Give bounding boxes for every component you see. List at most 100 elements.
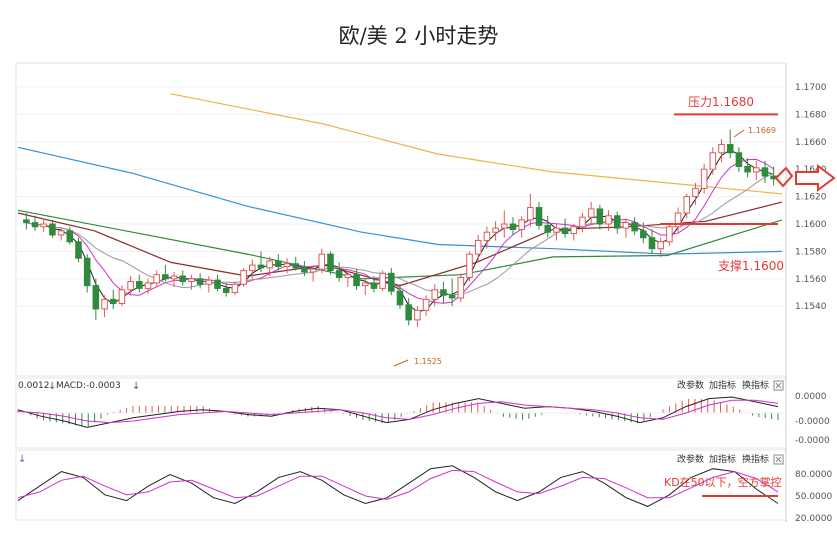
- macd-close-button[interactable]: [773, 380, 784, 391]
- kd-params-button[interactable]: 改参数: [677, 453, 704, 465]
- candle-body: [648, 237, 656, 250]
- candle-body: [101, 298, 108, 310]
- candle-body: [544, 224, 552, 233]
- candle-body: [596, 208, 604, 225]
- candle-body: [570, 226, 578, 235]
- candle-body: [153, 274, 160, 284]
- macd-line: [17, 396, 779, 428]
- candle-body: [144, 282, 152, 289]
- candle-body: [640, 230, 647, 239]
- candle-body: [666, 226, 673, 243]
- macd-signal-line: [17, 399, 779, 424]
- candle-body: [709, 152, 717, 170]
- candle-body: [292, 263, 300, 269]
- y-tick-label: 1.1600: [795, 220, 827, 230]
- macd-header-label: MACD:-0.0003: [56, 381, 121, 391]
- candle-body: [561, 227, 569, 235]
- low-marker-label: 1.1525: [414, 357, 442, 366]
- candle-body: [196, 278, 204, 285]
- kd-y-tick: 20.0000: [795, 514, 832, 524]
- support-label: 支撑1.1600: [718, 258, 784, 273]
- candle-body: [118, 289, 126, 304]
- macd-add-indicator-button[interactable]: 加指标: [709, 379, 736, 391]
- y-tick-label: 1.1680: [795, 110, 827, 120]
- candle-body: [266, 260, 273, 269]
- candle-body: [500, 223, 508, 229]
- macd-y-tick: -0.0000: [795, 417, 830, 427]
- short-moving-average-line: [26, 172, 774, 296]
- candle-body: [396, 290, 404, 306]
- y-tick-label: 1.1660: [795, 138, 827, 148]
- y-tick-label: 1.1620: [795, 193, 827, 203]
- main-y-axis: 1.1700 1.1680 1.1660 1.1640 1.1620 1.1600 1.15…: [795, 83, 827, 312]
- candle-body: [214, 279, 221, 289]
- candle-body: [414, 309, 421, 321]
- candle-body: [631, 222, 638, 232]
- candle-body: [535, 207, 543, 226]
- candle-body: [361, 282, 369, 287]
- candle-body: [353, 274, 360, 287]
- candle-body: [527, 207, 534, 221]
- candle-body: [587, 208, 595, 218]
- candle-body: [613, 215, 621, 229]
- candle-body: [136, 281, 143, 289]
- resistance-label: 压力1.1680: [688, 95, 754, 109]
- candle-body: [492, 227, 499, 233]
- candle-body: [622, 222, 630, 229]
- candle-body: [718, 144, 725, 154]
- candle-body: [188, 278, 195, 283]
- candle-body: [553, 227, 560, 233]
- candle-body: [744, 165, 751, 173]
- candle-body: [683, 196, 691, 214]
- kd-panel: [15, 449, 787, 521]
- candle-body: [388, 272, 395, 292]
- candle-body: [275, 260, 282, 267]
- candle-body: [248, 264, 256, 272]
- kd-add-indicator-button[interactable]: 加指标: [709, 453, 736, 465]
- candle-body: [474, 239, 482, 255]
- candle-body: [283, 263, 291, 267]
- candlesticks: [23, 129, 777, 327]
- candle-body: [231, 283, 239, 293]
- candle-body: [405, 304, 412, 321]
- y-tick-label: 1.1640: [795, 165, 827, 175]
- kd-close-button[interactable]: [773, 454, 784, 465]
- close-icon: [775, 382, 782, 389]
- right-arrow-icon: [795, 164, 836, 192]
- candle-body: [127, 281, 134, 291]
- candle-body: [692, 187, 699, 198]
- candle-body: [109, 298, 117, 304]
- candle-body: [370, 282, 378, 289]
- candle-body: [466, 253, 473, 278]
- down-arrow-icon: ↓: [18, 454, 26, 465]
- candle-body: [31, 222, 39, 228]
- kd-k-line: [17, 465, 779, 507]
- down-arrow-icon: ↓: [132, 381, 140, 392]
- candle-body: [440, 289, 447, 296]
- candle-body: [222, 287, 230, 294]
- candle-body: [179, 275, 187, 283]
- candle-body: [379, 272, 386, 289]
- candle-body: [57, 230, 65, 236]
- candle-body: [23, 219, 30, 224]
- candle-body: [335, 270, 343, 278]
- kd-switch-indicator-button[interactable]: 换指标: [742, 453, 769, 465]
- candle-body: [309, 268, 317, 273]
- y-tick-label: 1.1700: [795, 83, 827, 93]
- macd-switch-indicator-button[interactable]: 换指标: [742, 379, 769, 391]
- candle-body: [40, 223, 48, 228]
- kd-d-line: [17, 469, 779, 500]
- moving-average-line: [17, 146, 783, 255]
- candle-body: [605, 215, 612, 225]
- macd-params-button[interactable]: 改参数: [677, 379, 704, 391]
- macd-y-tick: -0.0000: [795, 436, 830, 446]
- candle-body: [674, 212, 682, 228]
- high-marker-label: 1.1669: [748, 126, 776, 135]
- candle-body: [735, 152, 743, 167]
- chart-title: 欧/美 2 小时走势: [338, 24, 499, 48]
- candle-body: [162, 274, 169, 280]
- candle-body: [83, 257, 91, 287]
- candle-body: [170, 275, 178, 280]
- candle-body: [761, 167, 769, 177]
